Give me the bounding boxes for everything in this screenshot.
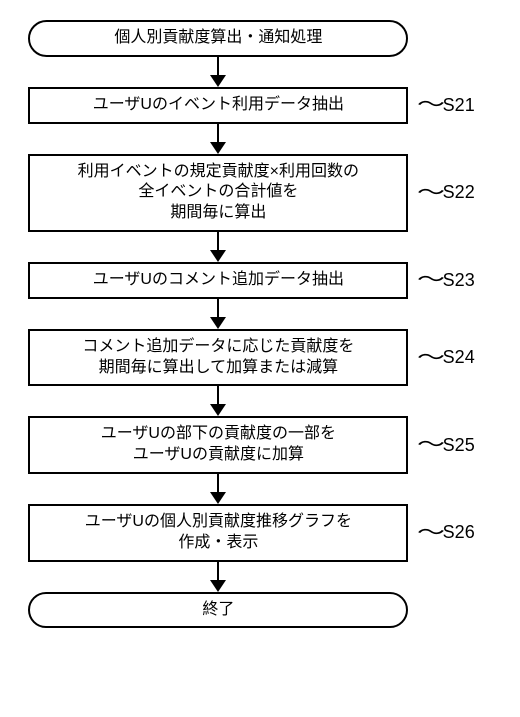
start-terminator: 個人別貢献度算出・通知処理 bbox=[28, 20, 408, 57]
arrow-4 bbox=[20, 386, 500, 416]
process-S21: ユーザUのイベント利用データ抽出 bbox=[28, 87, 408, 124]
step-row-S22: 利用イベントの規定貢献度×利用回数の全イベントの合計値を期間毎に算出〜S22 bbox=[20, 154, 500, 232]
step-label-S25: 〜S25 bbox=[417, 435, 500, 456]
step-label-S23: 〜S23 bbox=[417, 270, 500, 291]
step-label-S21: 〜S21 bbox=[417, 95, 500, 116]
process-S23: ユーザUのコメント追加データ抽出 bbox=[28, 262, 408, 299]
label-text: S25 bbox=[443, 435, 475, 456]
end-row: 終了 bbox=[20, 592, 500, 629]
step-label-S24: 〜S24 bbox=[417, 347, 500, 368]
arrow-2 bbox=[20, 232, 500, 262]
process-S22: 利用イベントの規定貢献度×利用回数の全イベントの合計値を期間毎に算出 bbox=[28, 154, 408, 232]
step-row-S25: ユーザUの部下の貢献度の一部をユーザUの貢献度に加算〜S25 bbox=[20, 416, 500, 474]
arrow-1 bbox=[20, 124, 500, 154]
process-S24: コメント追加データに応じた貢献度を期間毎に算出して加算または減算 bbox=[28, 329, 408, 387]
label-text: S23 bbox=[443, 270, 475, 291]
step-row-S21: ユーザUのイベント利用データ抽出〜S21 bbox=[20, 87, 500, 124]
start-row: 個人別貢献度算出・通知処理 bbox=[20, 20, 500, 57]
process-S25: ユーザUの部下の貢献度の一部をユーザUの貢献度に加算 bbox=[28, 416, 408, 474]
step-label-S26: 〜S26 bbox=[417, 522, 500, 543]
arrow-0 bbox=[20, 57, 500, 87]
flowchart: 個人別貢献度算出・通知処理 ユーザUのイベント利用データ抽出〜S21 利用イベント… bbox=[20, 20, 500, 628]
arrow-3 bbox=[20, 299, 500, 329]
arrow-end bbox=[20, 562, 500, 592]
arrow-5 bbox=[20, 474, 500, 504]
process-S26: ユーザUの個人別貢献度推移グラフを作成・表示 bbox=[28, 504, 408, 562]
step-row-S26: ユーザUの個人別貢献度推移グラフを作成・表示〜S26 bbox=[20, 504, 500, 562]
label-text: S22 bbox=[443, 182, 475, 203]
step-label-S22: 〜S22 bbox=[417, 182, 500, 203]
end-terminator: 終了 bbox=[28, 592, 408, 629]
label-text: S26 bbox=[443, 522, 475, 543]
label-text: S21 bbox=[443, 95, 475, 116]
step-row-S24: コメント追加データに応じた貢献度を期間毎に算出して加算または減算〜S24 bbox=[20, 329, 500, 387]
step-row-S23: ユーザUのコメント追加データ抽出〜S23 bbox=[20, 262, 500, 299]
label-text: S24 bbox=[443, 347, 475, 368]
